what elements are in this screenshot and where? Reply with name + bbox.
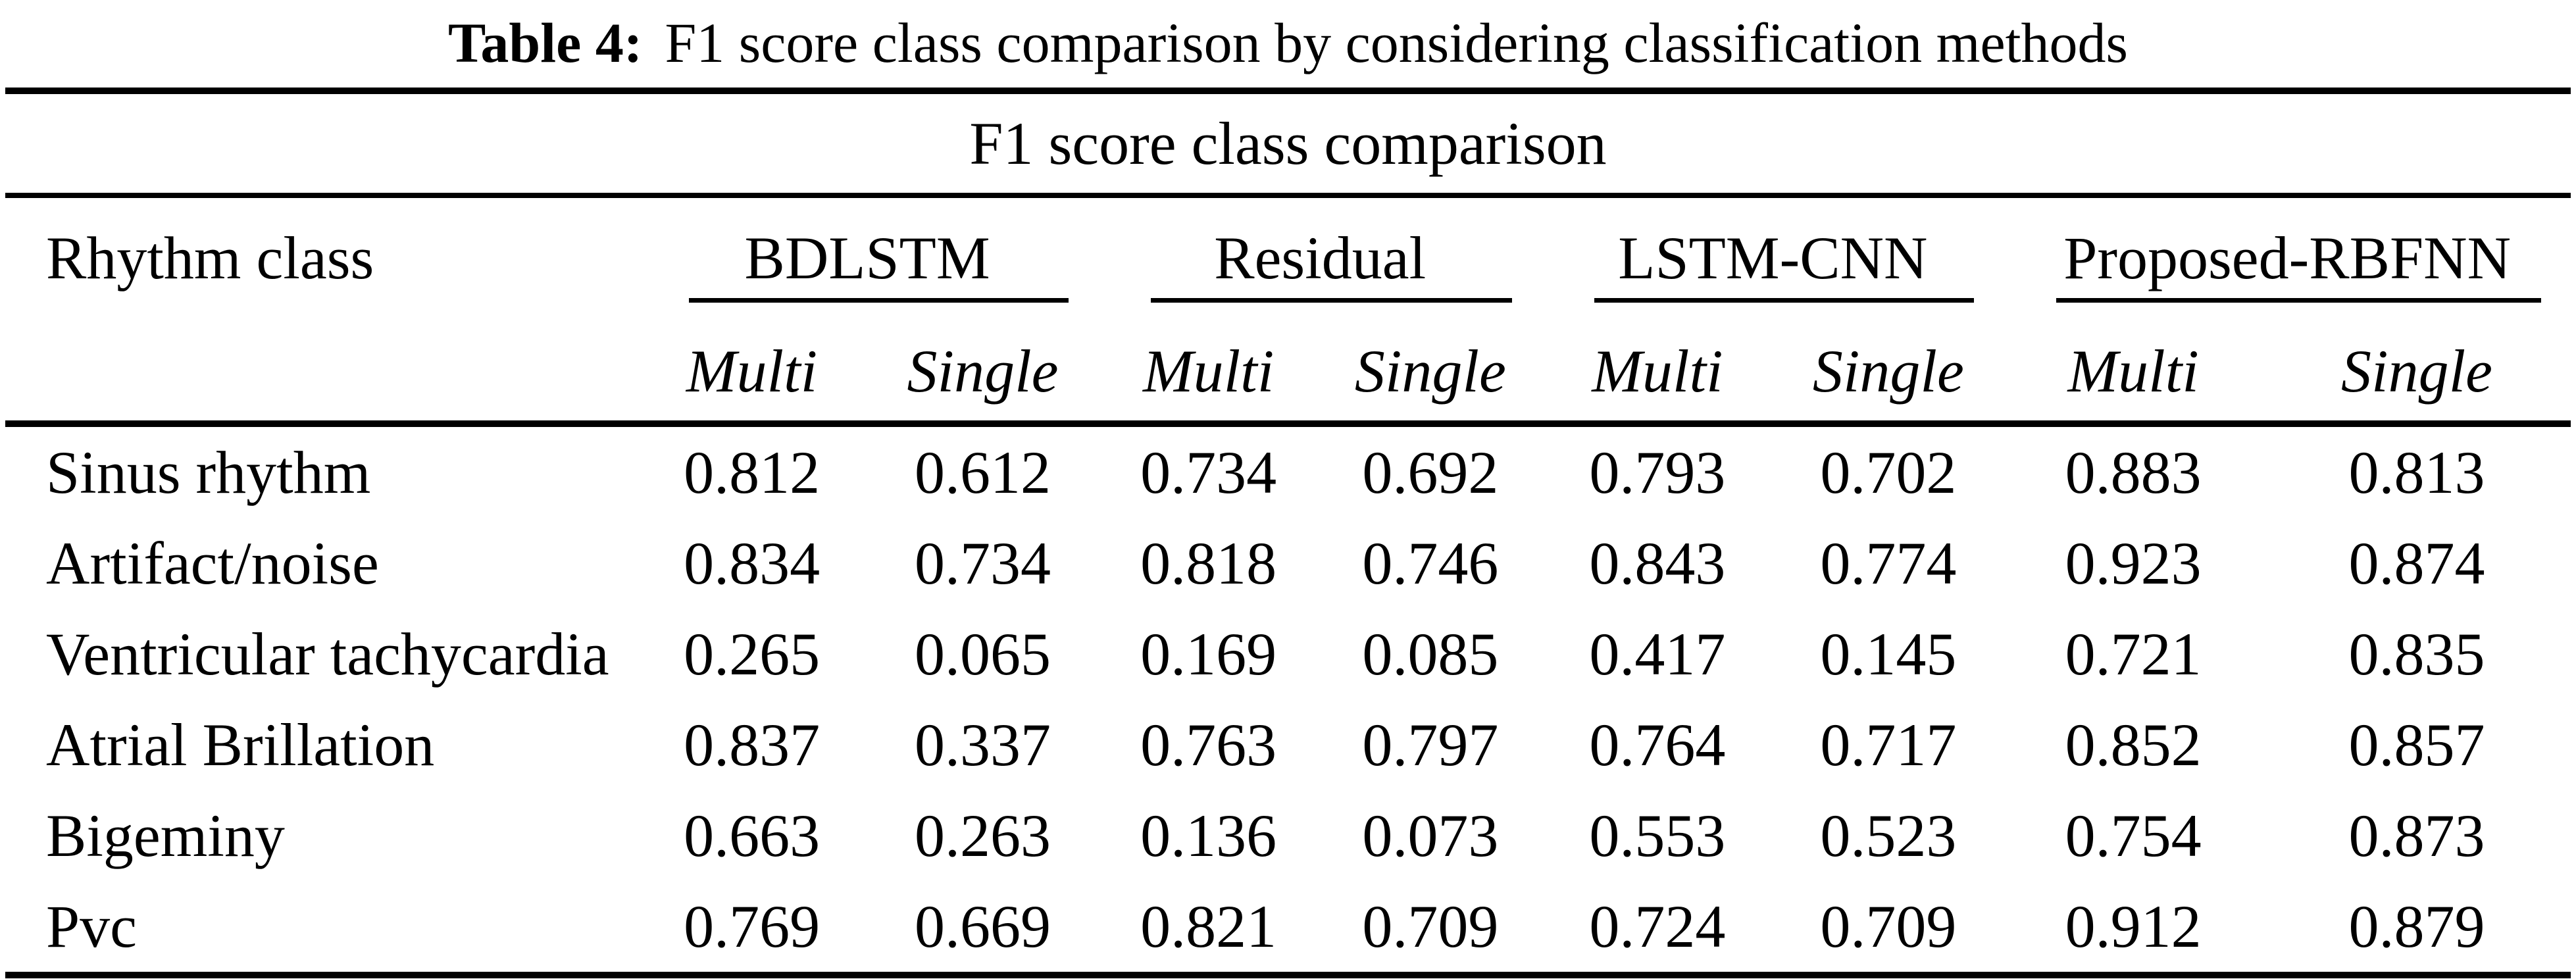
rule-line (2056, 298, 2541, 303)
cell-value: 0.835 (2348, 620, 2485, 688)
cell-value: 0.085 (1362, 620, 1499, 688)
cell-value: 0.724 (1542, 881, 1773, 978)
cell-value: 0.812 (684, 439, 821, 506)
group-underline-row (5, 298, 2571, 321)
cell-value: 0.717 (1820, 711, 1957, 778)
spacer-cell (5, 321, 637, 427)
cell-value: 0.852 (2065, 711, 2202, 778)
cell-value: 0.857 (2348, 711, 2485, 778)
span-header: F1 score class comparison (5, 88, 2571, 198)
cell-value: 0.754 (2065, 802, 2202, 869)
cell-value: 0.136 (1140, 802, 1277, 869)
cell-value: 0.873 (2348, 802, 2485, 869)
table-row: Ventricular tachycardia 0.265 0.065 0.16… (5, 609, 2571, 699)
cell-value: 0.709 (1319, 881, 1542, 978)
group-underline-bdlstm (636, 298, 1098, 321)
group-underline-residual (1098, 298, 1542, 321)
cell-value: 0.793 (1589, 439, 1726, 506)
cell-value: 0.263 (915, 802, 1051, 869)
sub-header-proposed-rbfnn-single: Single (2263, 321, 2571, 427)
spacer-cell (5, 298, 636, 321)
cell-value: 0.065 (915, 620, 1051, 688)
row-label: Atrial Brillation (46, 711, 435, 778)
sub-header-bdlstm-multi: Multi (636, 321, 868, 427)
sub-header-row: Multi Single Multi Single Multi Single M… (5, 321, 2571, 427)
sub-header-bdlstm-single: Single (867, 321, 1098, 427)
cell-value: 0.834 (684, 530, 821, 597)
table-row: Sinus rhythm 0.812 0.612 0.734 0.692 0.7… (5, 424, 2571, 518)
sub-header-proposed-rbfnn-multi: Multi (2004, 321, 2263, 427)
cell-value: 0.769 (636, 881, 868, 978)
sub-header-residual-multi: Multi (1098, 321, 1319, 427)
cell-value: 0.774 (1820, 530, 1957, 597)
column-header-rhythm-class: Rhythm class (46, 224, 374, 291)
cell-value: 0.669 (867, 881, 1098, 978)
cell-value: 0.763 (1140, 711, 1277, 778)
rule-line (1594, 298, 1975, 303)
cell-value: 0.169 (1140, 620, 1277, 688)
cell-value: 0.073 (1362, 802, 1499, 869)
cell-value: 0.843 (1589, 530, 1726, 597)
sub-header-residual-single: Single (1319, 321, 1542, 427)
cell-value: 0.612 (915, 439, 1051, 506)
cell-value: 0.874 (2348, 530, 2485, 597)
table-row: Pvc 0.769 0.669 0.821 0.709 0.724 0.709 … (5, 881, 2571, 978)
cell-value: 0.709 (1773, 881, 2004, 978)
f1-score-table: F1 score class comparison Rhythm class B… (5, 88, 2571, 978)
cell-value: 0.821 (1098, 881, 1319, 978)
group-underline-proposed-rbfnn (2004, 298, 2571, 321)
cell-value: 0.797 (1362, 711, 1499, 778)
cell-value: 0.764 (1589, 711, 1726, 778)
cell-value: 0.692 (1362, 439, 1499, 506)
cell-value: 0.837 (684, 711, 821, 778)
table-row: Bigeminy 0.663 0.263 0.136 0.073 0.553 0… (5, 790, 2571, 881)
row-label: Bigeminy (46, 802, 285, 869)
cell-value: 0.883 (2065, 439, 2202, 506)
group-header-proposed-rbfnn: Proposed-RBFNN (2063, 224, 2512, 291)
cell-value: 0.337 (915, 711, 1051, 778)
group-header-lstm-cnn: LSTM-CNN (1618, 224, 1928, 291)
rule-line (689, 298, 1069, 303)
table-caption: Table 4: F1 score class comparison by con… (0, 0, 2576, 88)
cell-value: 0.813 (2348, 439, 2485, 506)
span-header-row: F1 score class comparison (5, 88, 2571, 198)
row-label: Ventricular tachycardia (46, 620, 609, 688)
cell-value: 0.818 (1140, 530, 1277, 597)
cell-value: 0.746 (1362, 530, 1499, 597)
cell-value: 0.923 (2065, 530, 2202, 597)
cell-value: 0.417 (1589, 620, 1726, 688)
group-underline-lstm-cnn (1542, 298, 2004, 321)
cell-value: 0.265 (684, 620, 821, 688)
cell-value: 0.663 (684, 802, 821, 869)
group-header-row: Rhythm class BDLSTM Residual LSTM-CNN Pr… (5, 195, 2571, 298)
cell-value: 0.879 (2263, 881, 2571, 978)
sub-header-lstm-cnn-multi: Multi (1542, 321, 1773, 427)
cell-value: 0.734 (915, 530, 1051, 597)
rule-line (1150, 298, 1513, 303)
cell-value: 0.145 (1820, 620, 1957, 688)
caption-text: F1 score class comparison by considering… (665, 11, 2129, 74)
caption-label: Table 4: (447, 11, 643, 74)
row-label: Sinus rhythm (46, 439, 371, 506)
cell-value: 0.553 (1589, 802, 1726, 869)
group-header-bdlstm: BDLSTM (744, 224, 990, 291)
cell-value: 0.912 (2004, 881, 2263, 978)
cell-value: 0.523 (1820, 802, 1957, 869)
cell-value: 0.702 (1820, 439, 1957, 506)
sub-header-lstm-cnn-single: Single (1773, 321, 2004, 427)
group-header-residual: Residual (1214, 224, 1427, 291)
table-row: Artifact/noise 0.834 0.734 0.818 0.746 0… (5, 518, 2571, 609)
cell-value: 0.721 (2065, 620, 2202, 688)
row-label: Pvc (5, 881, 637, 978)
row-label: Artifact/noise (46, 530, 379, 597)
cell-value: 0.734 (1140, 439, 1277, 506)
table-row: Atrial Brillation 0.837 0.337 0.763 0.79… (5, 699, 2571, 790)
